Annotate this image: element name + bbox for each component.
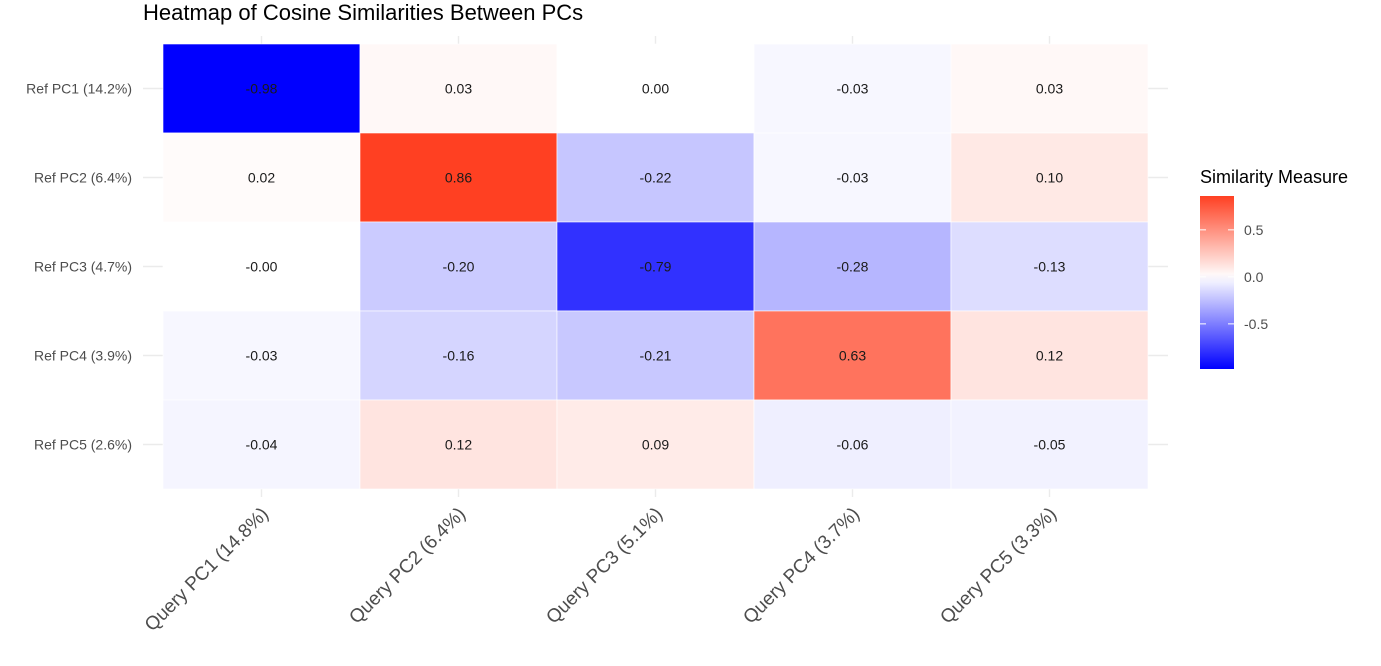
heatmap-cell xyxy=(556,221,755,312)
heatmap-cell xyxy=(359,43,558,134)
legend-colorbar xyxy=(1200,196,1234,369)
heatmap-cell xyxy=(359,132,558,223)
cell-value-label: -0.22 xyxy=(640,170,672,186)
heatmap-cells xyxy=(162,43,1149,490)
heatmap-cell xyxy=(162,221,361,312)
cell-value-label: -0.28 xyxy=(837,259,869,275)
cell-value-labels: -0.98 0.03 0.00 -0.03 0.03 0.02 0.86 -0.22 -0.03… xyxy=(246,81,1066,453)
x-tick-label: Query PC2 (6.4%) xyxy=(345,504,470,629)
cell-value-label: 0.10 xyxy=(1036,170,1063,186)
heatmap-cell xyxy=(753,310,952,401)
cell-value-label: -0.05 xyxy=(1034,437,1066,453)
heatmap-cell xyxy=(950,399,1149,490)
heatmap-cell xyxy=(753,221,952,312)
y-tick-label: Ref PC2 (6.4%) xyxy=(34,170,132,186)
legend-title: Similarity Measure xyxy=(1200,167,1348,187)
y-tick-label: Ref PC5 (2.6%) xyxy=(34,437,132,453)
legend-tick-label: -0.5 xyxy=(1244,316,1268,332)
heatmap-cell xyxy=(359,399,558,490)
cell-value-label: 0.63 xyxy=(839,348,866,364)
legend-tick-label: 0.5 xyxy=(1244,222,1264,238)
heatmap-cell xyxy=(359,221,558,312)
y-tick-label: Ref PC4 (3.9%) xyxy=(34,348,132,364)
x-tick-label: Query PC1 (14.8%) xyxy=(141,504,273,636)
cell-value-label: 0.12 xyxy=(1036,348,1063,364)
x-tick-label: Query PC3 (5.1%) xyxy=(542,504,667,629)
cell-value-label: 0.02 xyxy=(248,170,275,186)
cell-value-label: -0.20 xyxy=(443,259,475,275)
x-tick-label: Query PC5 (3.3%) xyxy=(936,504,1061,629)
heatmap-cell xyxy=(162,132,361,223)
heatmap-cell xyxy=(556,132,755,223)
cell-value-label: -0.98 xyxy=(246,81,278,97)
cell-value-label: 0.09 xyxy=(642,437,669,453)
heatmap-cell xyxy=(162,399,361,490)
cell-value-label: 0.03 xyxy=(445,81,472,97)
y-tick-label: Ref PC3 (4.7%) xyxy=(34,259,132,275)
heatmap-cell xyxy=(162,43,361,134)
legend: Similarity Measure 0.5 0.0 -0.5 xyxy=(1200,167,1348,369)
cell-value-label: 0.12 xyxy=(445,437,472,453)
cell-value-label: -0.03 xyxy=(837,170,869,186)
heatmap-cell xyxy=(950,221,1149,312)
chart-title: Heatmap of Cosine Similarities Between P… xyxy=(143,0,583,25)
cell-value-label: -0.21 xyxy=(640,348,672,364)
heatmap-cell xyxy=(753,43,952,134)
heatmap-cell xyxy=(950,43,1149,134)
heatmap-cell xyxy=(556,310,755,401)
legend-tick-label: 0.0 xyxy=(1244,269,1264,285)
cell-value-label: 0.03 xyxy=(1036,81,1063,97)
cell-value-label: -0.13 xyxy=(1034,259,1066,275)
x-axis-tick-labels: Query PC1 (14.8%) Query PC2 (6.4%) Query P… xyxy=(141,504,1061,636)
cell-value-label: -0.00 xyxy=(246,259,278,275)
x-tick-label: Query PC4 (3.7%) xyxy=(739,504,864,629)
cell-value-label: -0.79 xyxy=(640,259,672,275)
cell-value-label: -0.06 xyxy=(837,437,869,453)
heatmap-cell xyxy=(162,310,361,401)
cell-value-label: -0.04 xyxy=(246,437,278,453)
cell-value-label: -0.03 xyxy=(246,348,278,364)
heatmap-cell xyxy=(950,310,1149,401)
y-axis-tick-labels: Ref PC1 (14.2%) Ref PC2 (6.4%) Ref PC3 (4.… xyxy=(26,81,132,453)
cell-value-label: 0.86 xyxy=(445,170,472,186)
heatmap-cell xyxy=(556,399,755,490)
y-tick-label: Ref PC1 (14.2%) xyxy=(26,81,132,97)
heatmap-cell xyxy=(753,399,952,490)
heatmap-cell xyxy=(753,132,952,223)
cell-value-label: -0.03 xyxy=(837,81,869,97)
cell-value-label: -0.16 xyxy=(443,348,475,364)
heatmap-cell xyxy=(950,132,1149,223)
cell-value-label: 0.00 xyxy=(642,81,669,97)
